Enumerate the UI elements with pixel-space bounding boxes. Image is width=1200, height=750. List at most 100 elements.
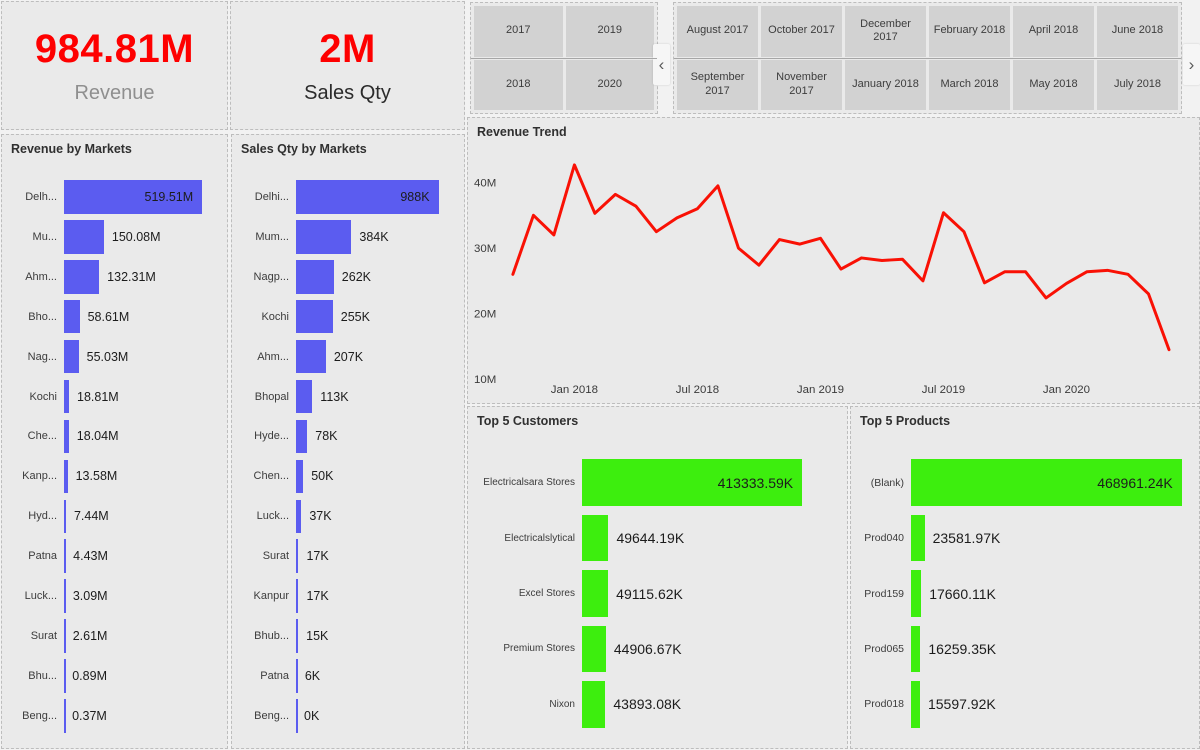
bar[interactable] [64,579,66,613]
slicer-button-february-2018[interactable]: February 2018 [929,6,1010,57]
value-label: 113K [320,389,349,404]
bar[interactable] [64,220,104,254]
bar[interactable]: 413333.59K [582,459,803,506]
bar[interactable] [582,514,609,562]
kpi-sales-qty-label: Sales Qty [304,81,391,104]
bar[interactable] [296,699,298,733]
category-label: Mum... [255,230,289,243]
bar-track: 49115.62K [582,566,841,621]
category-label: Bhu... [28,670,57,683]
category-label: Delh... [25,190,57,203]
bar[interactable] [64,699,66,733]
bar[interactable] [911,625,921,673]
bar-row: Excel Stores 49115.62K [474,566,841,621]
bar-row: Luck... 37K [238,496,458,536]
bar[interactable] [911,570,922,617]
category-label: Nag... [27,350,57,363]
slicer-button-october-2017[interactable]: October 2017 [761,6,842,57]
bar[interactable] [296,379,313,414]
chevron-left-icon[interactable]: ‹ [653,44,670,85]
bar-track: 17660.11K [911,566,1193,621]
sales-qty-by-markets-bars: Delhi... 988K Mum... 384K Nagp... 262K Kochi 25… [238,177,458,736]
category-label: Kochi [29,390,57,403]
slicer-button-august-2017[interactable]: August 2017 [677,6,758,57]
slicer-button-march-2018[interactable]: March 2018 [929,59,1010,110]
bar-track: 15597.92K [911,677,1193,732]
bar[interactable] [64,260,100,294]
kpi-card-revenue: 984.81M Revenue [1,1,228,130]
slicer-button-2018[interactable]: 2018 [474,59,563,110]
bar[interactable] [64,299,80,334]
bar-track: 2.61M [64,616,221,656]
bar[interactable] [296,339,326,374]
bar[interactable] [582,570,609,617]
bar[interactable] [296,499,302,534]
value-label: 58.61M [87,309,130,324]
slicer-button-2017[interactable]: 2017 [474,6,563,57]
bar[interactable] [296,299,333,334]
bar[interactable] [64,379,69,414]
bar[interactable]: 988K [296,180,439,214]
top-5-products-chart: Top 5 Products (Blank) 468961.24K Prod040 2… [850,406,1200,749]
month-slicer-grid: August 2017 October 2017 December 2017 Febr… [677,6,1178,110]
bar[interactable] [64,619,66,653]
bar[interactable] [64,419,69,454]
value-label: 262K [341,269,371,284]
value-label: 0.37M [72,708,107,723]
bar[interactable] [296,619,299,653]
x-axis-tick: Jul 2019 [922,384,965,396]
slicer-button-april-2018[interactable]: April 2018 [1013,6,1094,57]
category-label: Chen... [253,470,289,483]
category-label: Prod159 [864,587,904,600]
bar[interactable] [296,419,308,454]
slicer-button-december-2017[interactable]: December 2017 [845,6,926,57]
slicer-button-june-2018[interactable]: June 2018 [1097,6,1178,57]
bar-track: 15K [296,616,458,656]
bar-row: Delhi... 988K [238,177,458,217]
bar[interactable] [64,339,79,374]
slicer-button-september-2017[interactable]: September 2017 [677,59,758,110]
chevron-right-icon[interactable]: › [1183,44,1200,85]
slicer-button-2020[interactable]: 2020 [565,59,654,110]
category-label: Prod065 [864,642,904,655]
bar[interactable] [296,220,352,254]
bar-row: Nixon 43893.08K [474,677,841,732]
bar[interactable] [64,499,66,534]
bar-track: 413333.59K [582,455,841,510]
slicer-button-2019[interactable]: 2019 [565,6,654,57]
bar[interactable] [296,539,299,574]
category-label: Electricalsara Stores [483,477,575,489]
bar[interactable] [64,459,68,494]
kpi-sales-qty-value: 2M [319,26,376,71]
bar[interactable] [64,539,66,574]
bar-row: Mum... 384K [238,217,458,257]
y-axis-tick: 10M [474,374,496,386]
revenue-trend-line[interactable]: 40M 30M 20M 10M Jan 2018 Jul 2018 Jan 2019 Jul … [468,118,1199,403]
category-label: Surat [30,630,57,643]
value-label: 4.43M [73,549,108,564]
category-label: Premium Stores [503,643,575,655]
slicer-button-november-2017[interactable]: November 2017 [761,59,842,110]
bar[interactable]: 468961.24K [911,459,1182,506]
value-label: 384K [359,229,389,244]
bar-row: Electricalslytical 49644.19K [474,510,841,565]
value-label: 55.03M [86,349,129,364]
bar[interactable] [911,514,925,562]
bar[interactable] [64,659,66,693]
bar[interactable] [296,579,299,613]
month-slicer-divider [674,58,1181,59]
bar[interactable] [296,659,298,693]
slicer-button-january-2018[interactable]: January 2018 [845,59,926,110]
category-label: Electricalslytical [504,532,575,544]
slicer-button-july-2018[interactable]: July 2018 [1097,59,1178,110]
bar[interactable]: 519.51M [64,180,203,214]
value-label: 18.81M [77,389,119,404]
bar-track: 207K [296,337,458,377]
bar-track: 7.44M [64,496,221,536]
bar[interactable] [296,459,304,494]
bar[interactable] [911,681,920,728]
bar[interactable] [582,625,606,673]
bar[interactable] [582,681,606,728]
bar[interactable] [296,260,334,294]
slicer-button-may-2018[interactable]: May 2018 [1013,59,1094,110]
